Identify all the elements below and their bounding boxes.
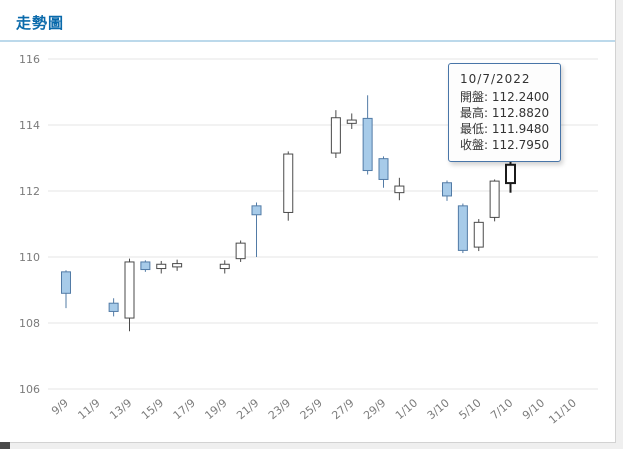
x-tick-label: 5/10 xyxy=(456,396,483,422)
page-header: 走勢圖 xyxy=(0,0,615,42)
candle[interactable] xyxy=(346,113,357,129)
y-tick-label: 116 xyxy=(19,53,40,66)
x-tick-label: 29/9 xyxy=(361,396,388,422)
y-tick-label: 106 xyxy=(19,383,40,396)
x-tick-label: 19/9 xyxy=(202,396,229,422)
y-tick-label: 108 xyxy=(19,317,40,330)
x-tick-label: 1/10 xyxy=(393,396,420,422)
candle[interactable] xyxy=(330,110,341,158)
candle[interactable] xyxy=(489,179,500,222)
x-tick-label: 13/9 xyxy=(107,396,134,422)
candle-body xyxy=(489,180,500,218)
candle-body xyxy=(156,263,167,270)
tooltip-rows: 開盤: 112.2400 最高: 112.8820 最低: 111.9480 收盤: … xyxy=(460,89,549,153)
candle-body xyxy=(378,158,389,180)
ohlc-tooltip: 10/7/2022 開盤: 112.2400 最高: 112.8820 最低: 11… xyxy=(448,63,562,162)
candle-body xyxy=(172,263,183,268)
candle[interactable] xyxy=(61,270,71,309)
candle-body xyxy=(61,271,71,294)
candle[interactable] xyxy=(394,177,405,201)
tooltip-date: 10/7/2022 xyxy=(460,72,531,86)
candle[interactable] xyxy=(283,151,294,221)
tooltip-row: 最低: 111.9480 xyxy=(460,122,550,136)
x-tick-label: 9/9 xyxy=(49,396,71,417)
candle[interactable] xyxy=(172,259,183,271)
candle-body xyxy=(473,221,484,248)
tooltip-row: 開盤: 112.2400 xyxy=(460,90,550,104)
x-tick-label: 17/9 xyxy=(171,396,198,422)
x-tick-label: 3/10 xyxy=(425,396,452,422)
candle-body xyxy=(283,153,294,213)
candle-body xyxy=(235,242,246,260)
candle[interactable] xyxy=(457,203,468,254)
candle-body xyxy=(442,182,452,197)
y-tick-label: 114 xyxy=(19,119,40,132)
candle[interactable] xyxy=(140,260,151,272)
candle-body xyxy=(140,261,151,271)
page-title: 走勢圖 xyxy=(16,14,65,32)
candle[interactable] xyxy=(442,180,452,201)
candle[interactable] xyxy=(156,260,167,274)
x-tick-label: 15/9 xyxy=(139,396,166,422)
y-tick-label: 112 xyxy=(19,185,40,198)
candle-body xyxy=(346,119,357,124)
x-tick-label: 23/9 xyxy=(266,396,293,422)
candle[interactable] xyxy=(219,260,230,274)
candle-body xyxy=(124,261,135,319)
candle[interactable] xyxy=(235,240,246,262)
chart-page: 走勢圖 106 108 110 112 114 116 9/9 11/9 13/9 15/9 17/… xyxy=(0,0,616,443)
candle[interactable] xyxy=(362,95,373,175)
candle[interactable] xyxy=(473,219,484,252)
candle-body xyxy=(251,205,262,216)
candle-body xyxy=(219,263,230,270)
x-tick-label: 11/10 xyxy=(546,396,579,426)
candle-body xyxy=(457,205,468,251)
candle[interactable] xyxy=(251,202,262,257)
x-tick-label: 9/10 xyxy=(520,396,547,422)
candle[interactable] xyxy=(378,156,389,188)
x-tick-label: 11/9 xyxy=(75,396,102,422)
candle-body xyxy=(362,117,373,172)
x-tick-label: 25/9 xyxy=(298,396,325,422)
browser-corner-fragment xyxy=(0,442,10,449)
x-tick-label: 21/9 xyxy=(234,396,261,422)
tooltip-row: 收盤: 112.7950 xyxy=(460,138,550,152)
candle-body xyxy=(330,117,341,154)
x-tick-label: 27/9 xyxy=(329,396,356,422)
tooltip-row: 最高: 112.8820 xyxy=(460,106,550,120)
candle[interactable] xyxy=(108,298,119,317)
candle-body xyxy=(108,302,119,312)
candle-body xyxy=(505,163,516,185)
candle-highlighted[interactable] xyxy=(505,161,516,193)
candle-body xyxy=(394,185,405,194)
x-tick-label: 7/10 xyxy=(488,396,515,422)
y-tick-label: 110 xyxy=(19,251,40,264)
candle[interactable] xyxy=(124,258,135,332)
